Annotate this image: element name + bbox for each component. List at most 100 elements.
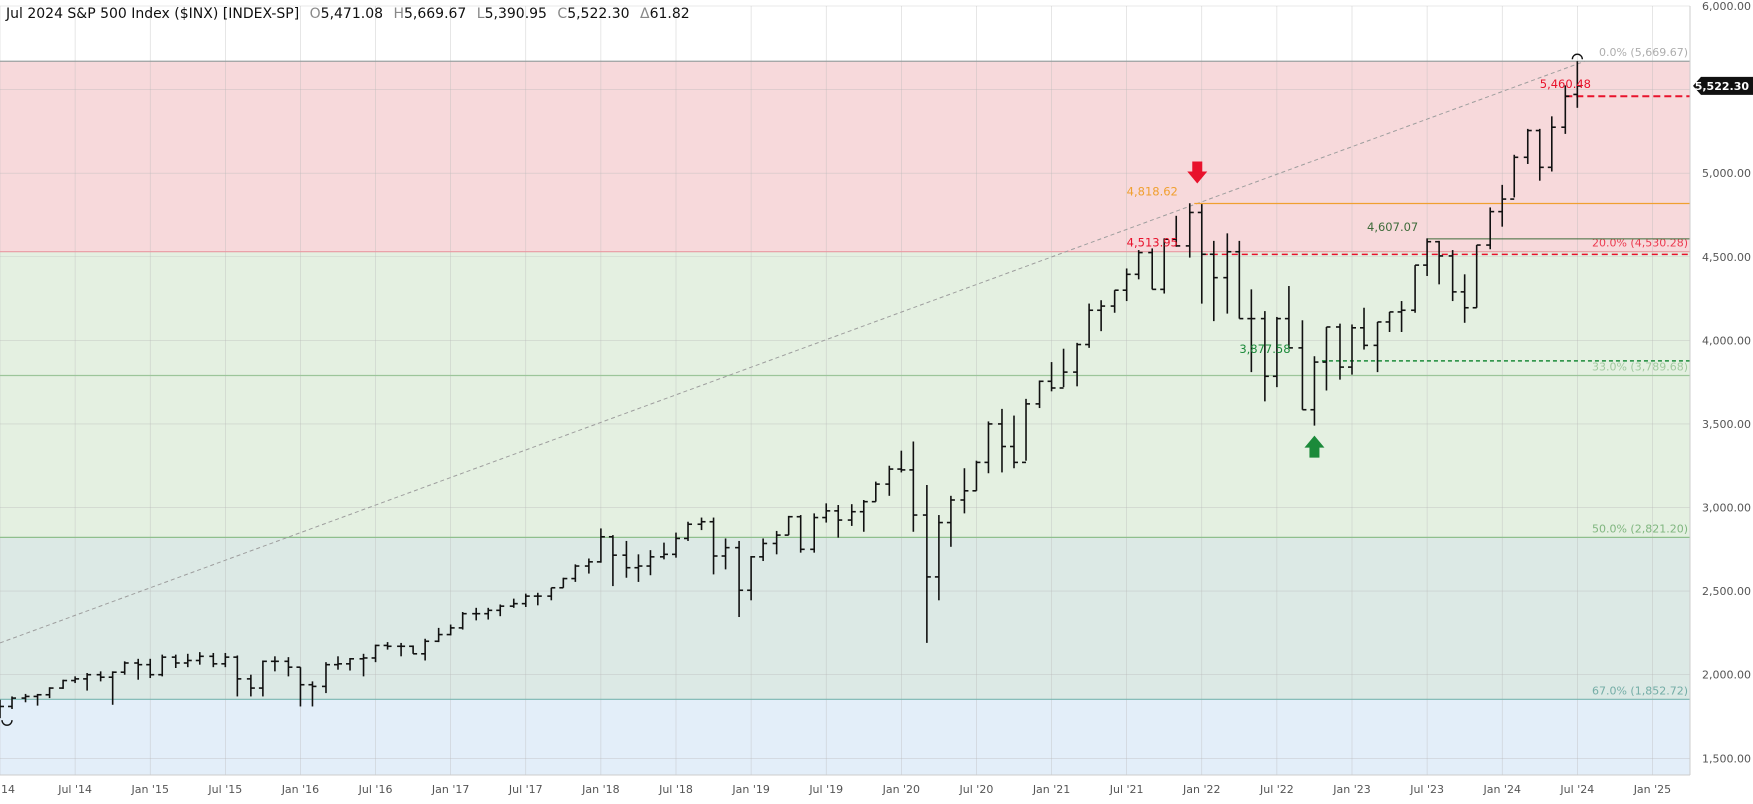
ohlc-bar — [796, 515, 805, 553]
ohlc-bar — [1223, 233, 1232, 314]
ohlc-bar — [1373, 321, 1382, 373]
ohlc-bar — [158, 654, 167, 677]
x-tick-label: Jul '16 — [358, 783, 393, 796]
ohlc-bar — [1272, 316, 1281, 388]
x-tick-label: Jul '23 — [1409, 783, 1444, 796]
ohlc-bar — [397, 642, 406, 657]
ohlc-bar — [346, 657, 355, 671]
ohlc-bar — [934, 515, 943, 601]
ohlc-bar — [71, 676, 80, 684]
ohlc-bar — [922, 484, 931, 643]
ohlc-bar — [1397, 301, 1406, 332]
ohlc-bar — [221, 652, 230, 668]
close-key: C — [557, 6, 568, 22]
zone-0-20 — [0, 61, 1690, 252]
ohlc-bar — [1235, 240, 1244, 320]
x-tick-label: Jul '17 — [508, 783, 543, 796]
ohlc-bar — [1411, 264, 1420, 313]
ohlc-bar — [646, 550, 655, 576]
y-tick-label: 3,000.00 — [1702, 502, 1751, 515]
ohlc-bar — [1022, 398, 1031, 464]
ohlc-bar — [496, 604, 505, 617]
x-tick-label: Jan '19 — [731, 783, 769, 796]
ohlc-bar — [33, 693, 42, 706]
retracement-label: 0.0% (5,669.67) — [1599, 46, 1688, 59]
ohlc-bar — [1310, 356, 1319, 426]
x-tick-label: Jul '19 — [808, 783, 843, 796]
y-tick-label: 2,000.00 — [1702, 669, 1751, 682]
ohlc-bar — [1085, 303, 1094, 348]
ohlc-bar — [622, 540, 631, 578]
high-value: 5,669.67 — [404, 6, 467, 22]
ohlc-bar — [209, 652, 218, 668]
ohlc-bar — [885, 465, 894, 496]
ohlc-bar — [1247, 289, 1256, 373]
x-tick-label: Jan '15 — [130, 783, 168, 796]
ohlc-bar — [735, 540, 744, 618]
low-value: 5,390.95 — [484, 6, 547, 22]
ohlc-bar — [1134, 250, 1143, 280]
ohlc-bar — [521, 593, 530, 607]
ohlc-bar — [484, 607, 493, 620]
low-key: L — [476, 6, 485, 22]
price-annotation: 4,513.95 — [1127, 235, 1178, 249]
ohlc-bar — [684, 521, 693, 541]
ohlc-bar — [1335, 323, 1344, 380]
ohlc-bar — [434, 627, 443, 643]
x-tick-label: Jan '25 — [1633, 783, 1671, 796]
ohlc-bar — [409, 645, 418, 655]
ohlc-bar — [21, 693, 30, 703]
ohlc-bar — [584, 558, 593, 574]
ohlc-bar — [672, 532, 680, 558]
ohlc-bar — [458, 612, 467, 630]
ohlc-bar — [146, 658, 155, 679]
ohlc-bar — [246, 674, 255, 697]
ohlc-bar — [134, 658, 143, 680]
y-tick-label: 3,500.00 — [1702, 418, 1751, 431]
open-value: 5,471.08 — [320, 6, 384, 22]
ohlc-bar — [270, 656, 279, 672]
ohlc-bar — [171, 654, 180, 669]
ohlc-bar — [1460, 274, 1469, 323]
ohlc-bar — [1486, 207, 1495, 250]
x-tick-label: Jul '15 — [207, 783, 242, 796]
ohlc-bar — [1435, 240, 1444, 285]
ohlc-bar — [59, 679, 68, 689]
x-tick-label: Jul '14 — [57, 783, 92, 796]
price-annotation: 3,877.58 — [1239, 342, 1290, 356]
chart-title: Jul 2024 S&P 500 Index ($INX) [INDEX-SP] — [6, 6, 300, 22]
ohlc-bar — [1097, 300, 1106, 332]
ohlc-bar — [1010, 415, 1018, 469]
ohlc-bar — [1209, 240, 1218, 322]
ohlc-bar — [1122, 268, 1131, 302]
ohlc-bar — [296, 666, 305, 707]
x-tick-label: Jan '16 — [281, 783, 319, 796]
ohlc-bar — [1547, 116, 1556, 172]
retracement-label: 20.0% (4,530.28) — [1592, 237, 1688, 250]
ohlc-bar — [1573, 61, 1582, 108]
ohlc-bar — [321, 662, 330, 694]
x-tick-label: Jul '24 — [1559, 783, 1594, 796]
ohlc-bar — [1035, 380, 1044, 409]
ohlc-bar — [960, 468, 969, 514]
ohlc-bar — [871, 481, 880, 503]
ohlc-bar — [1047, 362, 1056, 392]
ohlc-bar — [183, 653, 192, 668]
ohlc-bar — [1322, 326, 1331, 391]
ohlc-bar — [810, 513, 819, 553]
ohlc-bar — [1535, 128, 1544, 181]
y-tick-label: 4,500.00 — [1702, 251, 1751, 264]
x-tick-label: Jul '20 — [959, 783, 994, 796]
ohlc-bar — [997, 408, 1006, 473]
ohlc-bar — [359, 653, 368, 677]
ohlc-bar — [195, 652, 204, 665]
ohlc-bar — [709, 517, 718, 575]
ohlc-bar — [1523, 128, 1532, 164]
ohlc-bar — [759, 538, 768, 562]
ohlc-bar — [1360, 307, 1369, 350]
x-tick-label: Jan '21 — [1032, 783, 1070, 796]
ohlc-bar — [1472, 244, 1481, 309]
y-tick-label: 4,000.00 — [1702, 334, 1751, 347]
